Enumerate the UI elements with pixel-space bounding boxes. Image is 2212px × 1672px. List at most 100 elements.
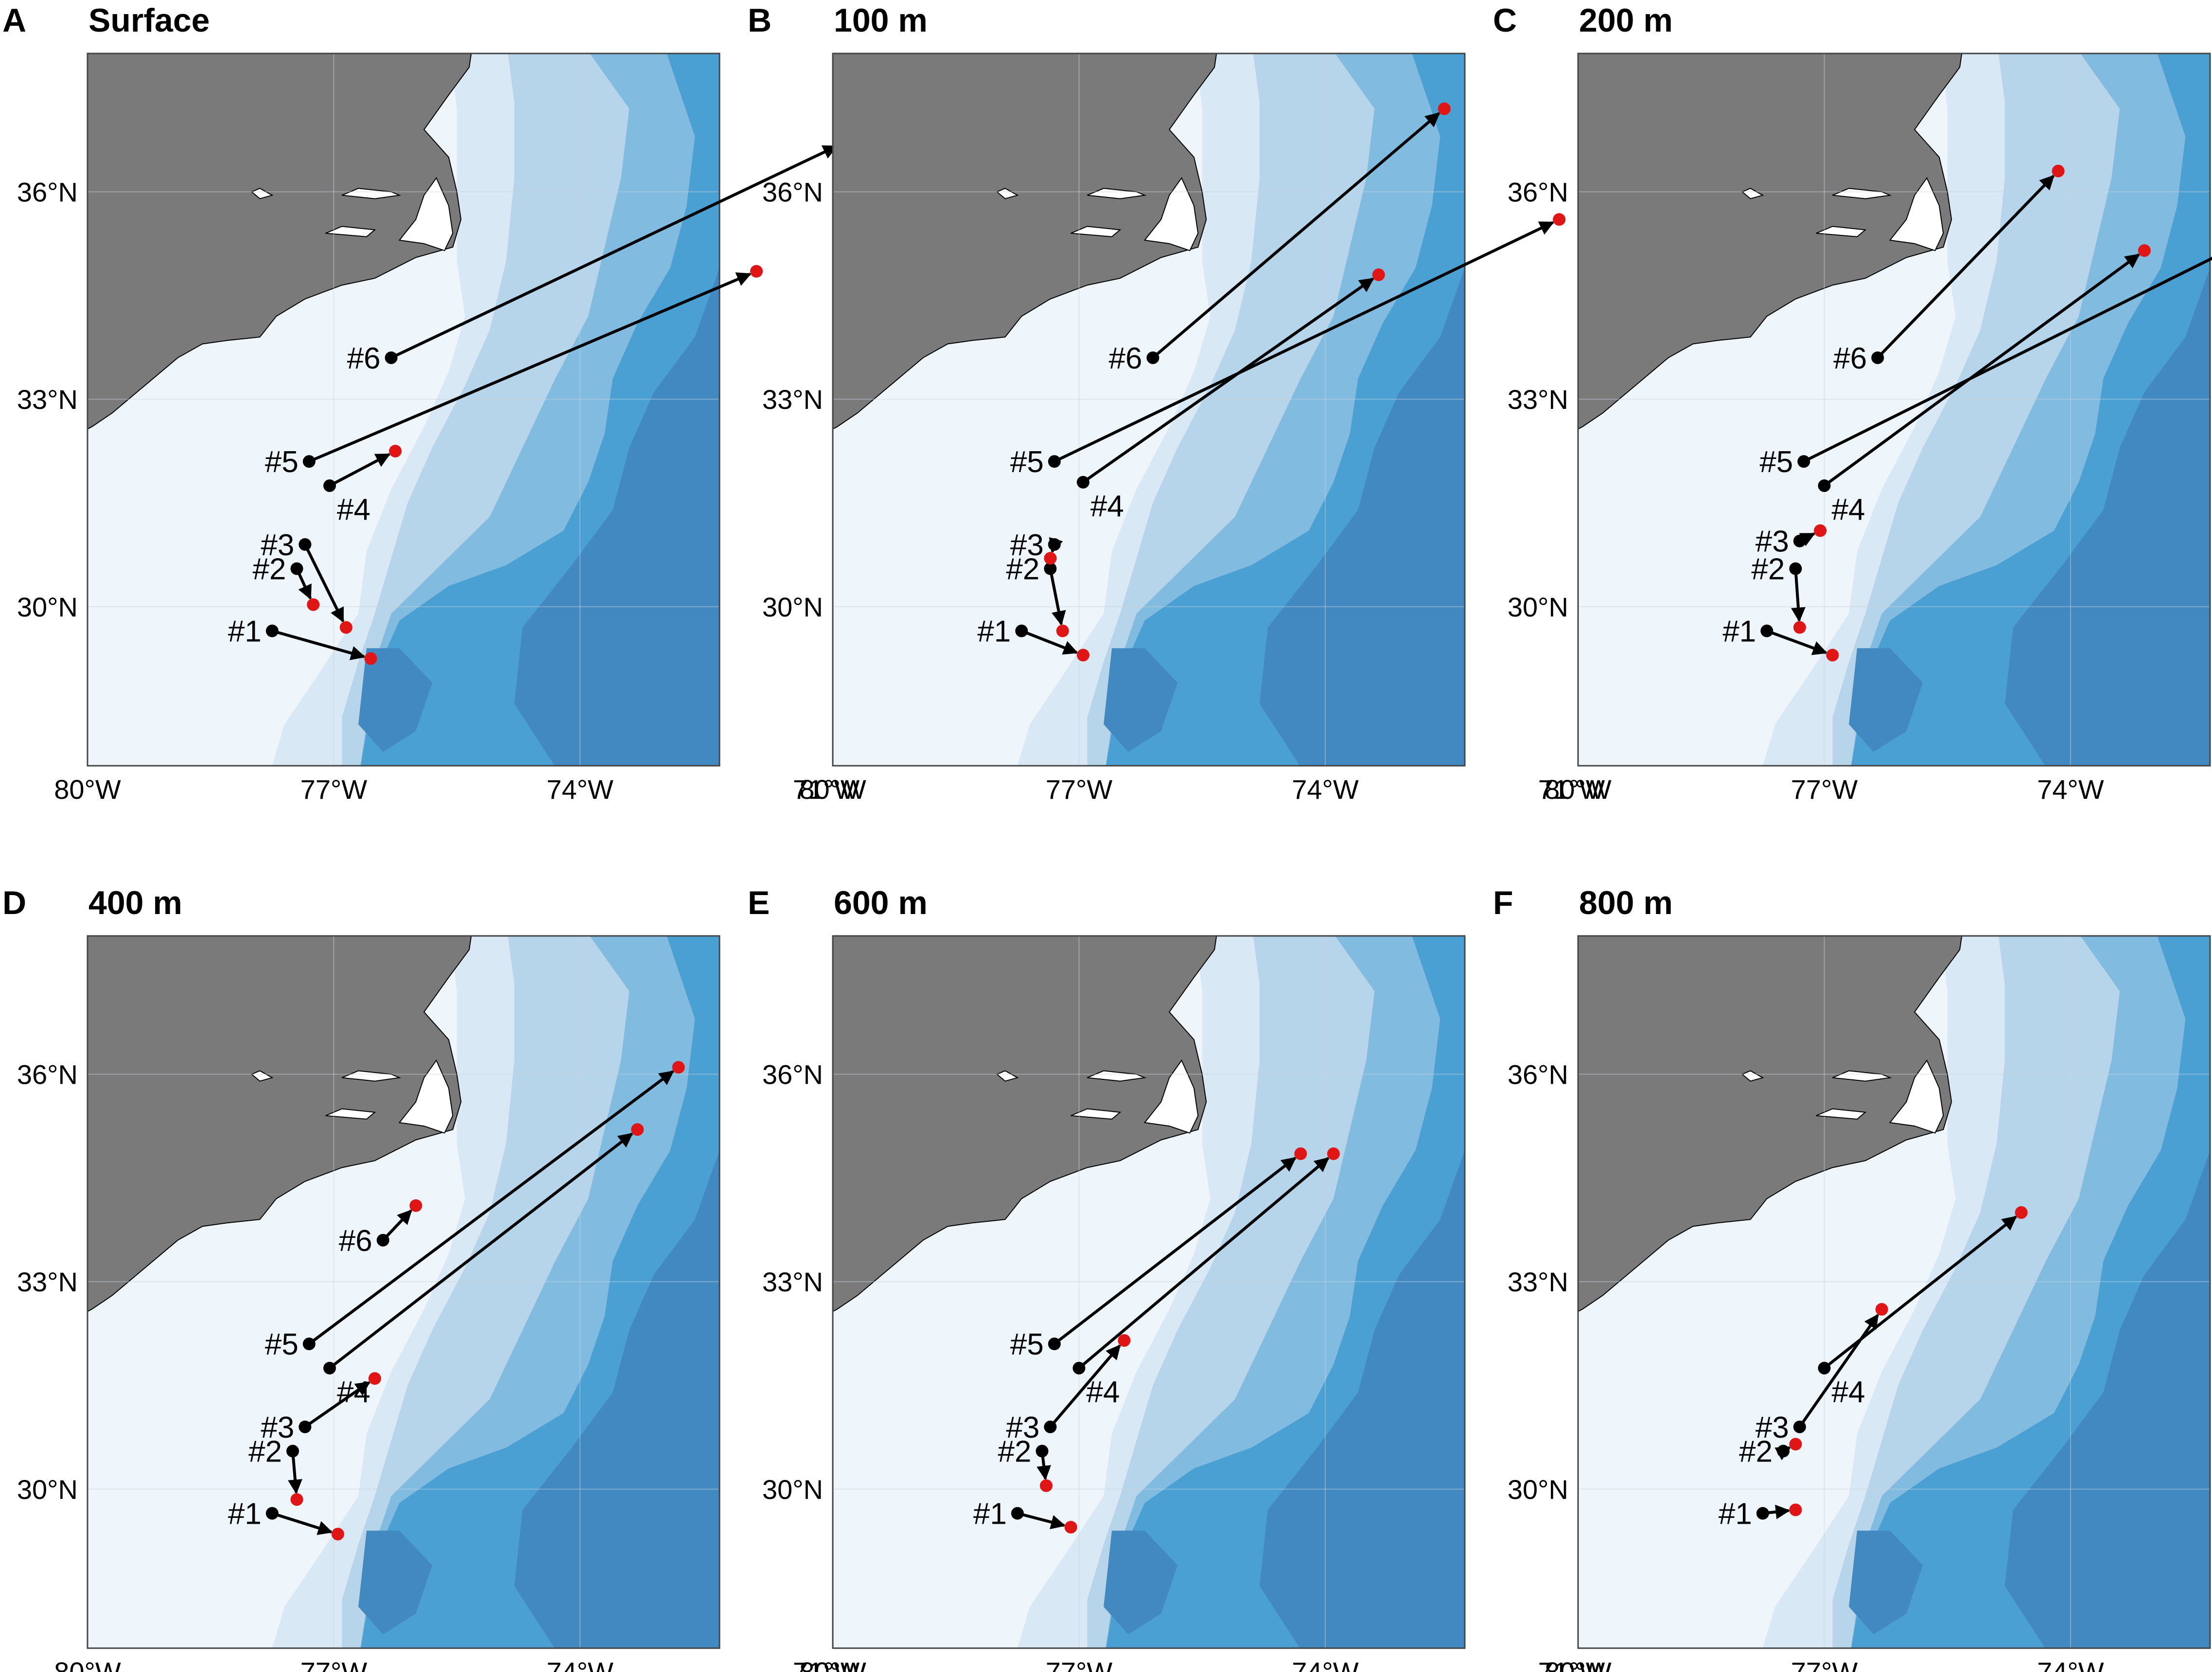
lon-tick-label: 80°W [1545,774,1612,805]
station-label: #2 [1751,553,1785,586]
depth-contour [514,267,720,766]
trajectory-arrow [1049,568,1066,626]
map-frame [87,935,720,1649]
lat-tick-label: 30°N [17,1474,78,1505]
end-marker [631,1123,644,1136]
sound [1741,1070,1764,1082]
trajectory-arrow [329,453,391,487]
trajectory-arrow [382,1209,412,1241]
panel-letter: D [2,884,26,921]
lat-tick-label: 30°N [762,1474,823,1505]
trajectory-arrow [308,1070,674,1345]
trajectory-arrow [1053,221,1555,463]
start-marker [1818,1361,1831,1374]
start-marker [323,1361,336,1374]
lon-tick-label: 77°W [1791,774,1858,805]
map-area [1578,53,2210,766]
start-marker [298,1420,312,1433]
start-marker [1076,475,1089,489]
trajectory-arrow [1053,1157,1297,1345]
start-marker [1777,1444,1790,1458]
start-marker [1036,1444,1049,1458]
station-label: #5 [265,445,298,479]
sound [250,1070,274,1082]
sound [342,1070,402,1082]
trajectory-arrow [272,629,366,660]
end-marker [307,598,320,611]
trajectory-arrow [329,1132,633,1370]
depth-contour [514,1150,720,1648]
trajectory-arrow [1823,1215,2018,1370]
sound [1889,1059,1944,1134]
station-label: #3 [261,1411,294,1444]
lon-tick-label: 71°W [793,1656,860,1672]
sound [398,176,454,251]
lon-tick-label: 74°W [1292,1656,1359,1672]
panel-letter: A [2,2,26,39]
end-marker [1553,213,1566,226]
lon-tick-label: 80°W [54,774,121,805]
sound [1143,1059,1199,1134]
station-label: #2 [1006,553,1039,586]
station-label: #2 [1739,1435,1773,1469]
lat-tick-label: 30°N [1508,1474,1568,1505]
lat-tick-label: 36°N [17,176,78,207]
start-marker [1789,562,1802,575]
depth-contour [358,1531,433,1635]
start-marker [1871,351,1884,364]
panel-title: 400 m [88,884,182,921]
end-marker [339,621,352,634]
sound [1071,1108,1122,1120]
map-frame [1577,53,2211,767]
station-label: #4 [337,493,370,527]
depth-contour [1849,1531,1923,1635]
start-marker [265,1507,279,1520]
trajectories: #1 #2#3 #4 #5 [973,1147,1340,1534]
end-marker [2015,1206,2028,1219]
panel-letter: B [748,2,772,39]
lat-tick-label: 33°N [1508,384,1568,415]
panel-title: 100 m [834,2,928,39]
lat-tick-label: 36°N [762,1059,823,1090]
sound [996,188,1019,199]
land [833,936,1217,1312]
panel-title: 200 m [1579,2,1673,39]
trajectory-arrow [1017,1512,1066,1530]
lon-tick-label: 74°W [546,1656,614,1672]
lon-tick-label: 74°W [2037,774,2104,805]
end-marker [672,1061,685,1074]
sound [1816,1108,1867,1120]
lat-tick-label: 33°N [17,384,78,415]
start-marker [1793,1420,1806,1433]
sound [325,1108,376,1120]
trajectories: #1 #2#3 #4 #5 #6 [228,1061,685,1541]
start-marker [302,455,316,468]
end-marker [1438,102,1451,115]
sound [398,1059,454,1134]
trajectory-arrow [288,1451,303,1495]
start-marker [286,1444,299,1458]
end-marker [2138,244,2151,257]
trajectory-arrow [1049,1344,1121,1428]
trajectory-arrow [1803,257,2212,463]
start-marker [1015,624,1028,637]
station-label: #2 [248,1435,282,1469]
start-marker [385,351,398,364]
panel-c: C 200 m 80°W 77°W 74°W 71°W 30°N 33°N 36°N #1 #2#3… [1493,2,2212,805]
station-label: #2 [253,553,286,586]
end-marker [364,652,377,665]
station-label: #3 [261,528,294,562]
trajectory-arrow [304,1381,370,1428]
lon-tick-label: 80°W [799,774,866,805]
end-marker [1056,624,1069,637]
panel-f: F 800 m 80°W 77°W 74°W 71°W 30°N 33°N 36°N #1 #2#3… [1493,884,2211,1672]
depth-contour [1259,267,1465,766]
start-marker [1818,479,1831,492]
station-label: #1 [228,1497,262,1531]
end-marker [389,444,402,458]
sound [1889,176,1944,251]
end-marker [1044,552,1057,565]
bathymetry [1578,53,2210,766]
